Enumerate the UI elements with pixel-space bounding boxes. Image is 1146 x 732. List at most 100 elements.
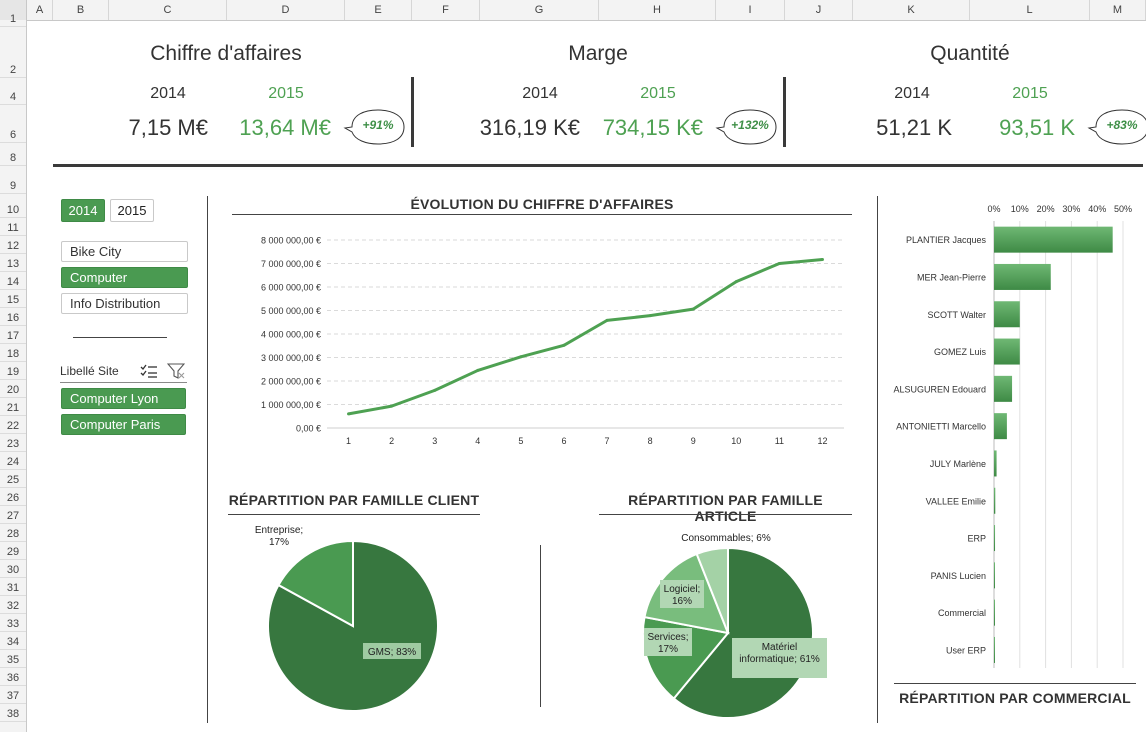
row-header[interactable]: 36 — [0, 668, 26, 686]
row-header[interactable]: 6 — [0, 105, 26, 143]
row-header[interactable]: 29 — [0, 542, 26, 560]
row-header[interactable]: 8 — [0, 143, 26, 166]
commercial-bar[interactable] — [994, 413, 1007, 440]
column-header[interactable]: A — [27, 0, 53, 20]
year-slicer-button-2015[interactable]: 2015 — [110, 199, 154, 222]
column-header[interactable]: C — [109, 0, 227, 20]
revenue-data-point[interactable] — [390, 404, 394, 408]
commercial-bar[interactable] — [994, 375, 1013, 402]
row-header[interactable]: 4 — [0, 78, 26, 105]
row-header[interactable]: 16 — [0, 308, 26, 326]
bar-category-label: VALLEE Emilie — [926, 496, 986, 506]
company-slicer-item[interactable]: Computer — [61, 267, 188, 288]
row-header[interactable]: 22 — [0, 416, 26, 434]
column-header[interactable]: B — [53, 0, 109, 20]
company-slicer-item[interactable]: Bike City — [61, 241, 188, 262]
revenue-data-point[interactable] — [820, 258, 824, 262]
client-pie-chart[interactable]: GMS; 83% Entreprise;17% — [228, 518, 528, 718]
row-header[interactable]: 24 — [0, 452, 26, 470]
commercial-bar[interactable] — [994, 525, 996, 552]
commercial-bar[interactable] — [994, 301, 1020, 328]
bar-category-label: User ERP — [946, 645, 986, 655]
row-header[interactable]: 35 — [0, 650, 26, 668]
y-tick-label: 2 000 000,00 € — [261, 377, 321, 387]
bar-category-label: GOMEZ Luis — [934, 347, 987, 357]
row-header[interactable]: 34 — [0, 632, 26, 650]
row-header[interactable]: 19 — [0, 362, 26, 380]
row-header[interactable]: 14 — [0, 272, 26, 290]
commercial-bar[interactable] — [994, 636, 995, 663]
slicer-divider — [73, 337, 167, 338]
row-header[interactable]: 27 — [0, 506, 26, 524]
row-header[interactable]: 11 — [0, 218, 26, 236]
revenue-data-point[interactable] — [476, 368, 480, 372]
kpi-value-current: 13,64 M€ — [239, 115, 331, 140]
line-chart[interactable]: 0,00 € 1 000 000,00 € 2 000 000,00 € 3 000 … — [232, 225, 852, 450]
multi-select-icon[interactable] — [140, 363, 158, 384]
column-header[interactable]: L — [970, 0, 1090, 20]
revenue-data-point[interactable] — [734, 280, 738, 284]
data-label: Services; — [647, 632, 688, 643]
revenue-data-point[interactable] — [347, 412, 351, 416]
row-header[interactable]: 9 — [0, 166, 26, 194]
pie-slice-consommables[interactable] — [695, 546, 729, 634]
row-header[interactable]: 38 — [0, 704, 26, 722]
revenue-data-point[interactable] — [777, 262, 781, 265]
row-header[interactable]: 20 — [0, 380, 26, 398]
commercial-bar[interactable] — [994, 338, 1020, 365]
revenue-series-line[interactable] — [348, 258, 823, 416]
revenue-data-point[interactable] — [691, 307, 695, 311]
data-label-box — [363, 643, 421, 659]
row-header[interactable]: 28 — [0, 524, 26, 542]
commercial-bar[interactable] — [994, 226, 1113, 253]
select-all-corner[interactable] — [0, 0, 27, 20]
row-header[interactable]: 26 — [0, 488, 26, 506]
commercial-bar-chart[interactable]: 0% 10% 20% 30% 40% 50% PLANTIER Jacques MER Jea… — [880, 198, 1142, 668]
clear-filter-icon[interactable] — [166, 363, 186, 384]
column-header[interactable]: G — [480, 0, 599, 20]
row-header[interactable]: 15 — [0, 290, 26, 308]
column-header[interactable]: K — [853, 0, 970, 20]
revenue-data-point[interactable] — [605, 318, 609, 322]
row-header[interactable]: 10 — [0, 194, 26, 218]
column-header[interactable]: E — [345, 0, 412, 20]
revenue-data-point[interactable] — [519, 355, 523, 359]
line-chart-title-underline — [232, 214, 852, 215]
row-header[interactable]: 37 — [0, 686, 26, 704]
commercial-bar[interactable] — [994, 599, 995, 626]
column-header[interactable]: M — [1090, 0, 1146, 20]
column-header[interactable]: I — [716, 0, 785, 20]
row-header[interactable]: 33 — [0, 614, 26, 632]
row-header[interactable]: 1 — [0, 13, 26, 27]
commercial-bar[interactable] — [994, 450, 997, 477]
row-header[interactable]: 12 — [0, 236, 26, 254]
column-header[interactable]: J — [785, 0, 853, 20]
revenue-data-point[interactable] — [648, 314, 652, 318]
row-header[interactable]: 30 — [0, 560, 26, 578]
row-header[interactable]: 2 — [0, 27, 26, 78]
row-header[interactable]: 17 — [0, 326, 26, 344]
row-header[interactable]: 13 — [0, 254, 26, 272]
revenue-data-point[interactable] — [433, 388, 437, 392]
commercial-bar[interactable] — [994, 487, 996, 514]
row-header[interactable]: 21 — [0, 398, 26, 416]
x-tick-label: 7 — [605, 436, 610, 446]
commercial-bar[interactable] — [994, 562, 995, 589]
site-slicer-item[interactable]: Computer Paris — [61, 414, 186, 435]
company-slicer-item[interactable]: Info Distribution — [61, 293, 188, 314]
commercial-bar[interactable] — [994, 263, 1051, 290]
row-header[interactable]: 23 — [0, 434, 26, 452]
column-header[interactable]: H — [599, 0, 716, 20]
revenue-data-point[interactable] — [562, 343, 566, 347]
row-header[interactable]: 31 — [0, 578, 26, 596]
year-slicer-button-2014[interactable]: 2014 — [61, 199, 105, 222]
column-header[interactable]: F — [412, 0, 480, 20]
row-header[interactable]: 25 — [0, 470, 26, 488]
column-header[interactable]: D — [227, 0, 345, 20]
row-header[interactable]: 32 — [0, 596, 26, 614]
pie-slice-entreprise[interactable] — [277, 539, 354, 628]
x-tick-label: 2 — [389, 436, 394, 446]
row-header[interactable]: 18 — [0, 344, 26, 362]
site-slicer-item[interactable]: Computer Lyon — [61, 388, 186, 409]
